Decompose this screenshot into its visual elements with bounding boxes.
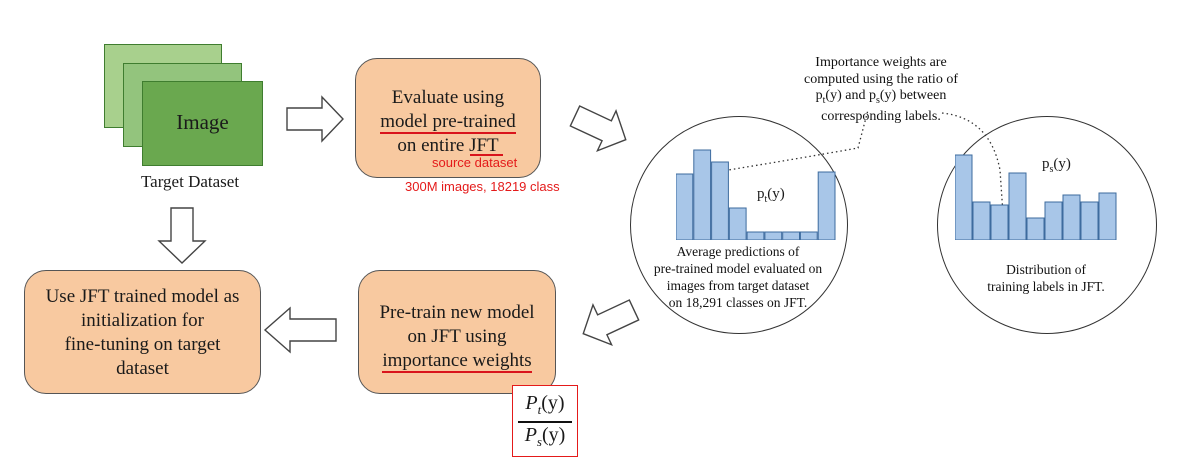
evaluate-step-box	[355, 58, 541, 178]
arrow-evaluate-to-circles	[569, 105, 627, 153]
pt-bar-9	[817, 171, 836, 240]
formula-fraction-bar	[518, 421, 572, 423]
ps-bar-chart	[955, 154, 1117, 240]
ps-bar-6	[1044, 201, 1063, 240]
formula-denominator: Ps(y)	[513, 424, 577, 450]
finetune-line-4: dataset	[116, 358, 169, 379]
ps-label-sub: s	[1049, 164, 1054, 175]
finetune-line-2: initialization for	[81, 310, 204, 331]
pretrain-line-2: on JFT using	[407, 326, 507, 347]
jft-size-annotation: 300M images, 18219 class	[405, 179, 560, 194]
importance-weight-formula: Pt(y) Ps(y)	[512, 385, 578, 457]
pretrain-line-3: importance weights	[382, 350, 532, 373]
formula-num-arg: (y)	[541, 392, 565, 414]
pt-bar-7	[782, 231, 800, 240]
jft-underline	[470, 154, 503, 156]
pt-caption-line-2: pre-trained model evaluated on	[653, 261, 823, 276]
ps-bar-1	[955, 154, 973, 240]
pt-bar-5	[746, 231, 765, 240]
note-pt: p	[815, 88, 823, 103]
arrow-circles-to-pretrain	[582, 299, 640, 347]
importance-weights-note: Importance weights are computed using th…	[776, 55, 986, 126]
note-line-3: pt(y) and ps(y) between	[776, 88, 986, 109]
target-predictions-caption: Average predictions of pre-trained model…	[638, 243, 838, 311]
pt-label-sub: t	[764, 194, 768, 205]
pt-bar-6	[764, 231, 783, 240]
label-distribution-caption: Distribution of training labels in JFT.	[944, 261, 1148, 295]
ps-bar-9	[1098, 192, 1117, 240]
ps-bar-3	[990, 204, 1009, 240]
ps-label-end: (y)	[1053, 156, 1071, 172]
pt-label: pt(y)	[757, 186, 785, 205]
pt-label-end: (y)	[767, 186, 785, 202]
arrow-dataset-to-finetune	[157, 207, 207, 264]
pretrain-line-1: Pre-train new model	[379, 302, 535, 323]
formula-den-sub: s	[536, 434, 542, 449]
target-dataset-caption: Target Dataset	[140, 172, 240, 191]
pt-caption-line-1: Average predictions of	[676, 244, 800, 259]
connector-ps	[941, 112, 1004, 215]
image-card-front: Image	[142, 81, 263, 166]
evaluate-line-1: Evaluate using	[391, 87, 505, 108]
formula-num-sub: t	[537, 402, 542, 417]
note-end: (y) between	[879, 88, 947, 103]
pt-bar-chart	[676, 149, 836, 240]
evaluate-line-3: on entire JFT	[355, 134, 541, 158]
pt-bar-8	[799, 231, 818, 240]
pt-caption-line-4: on 18,291 classes on JFT.	[668, 295, 808, 310]
note-line-4: corresponding labels.	[821, 109, 941, 125]
finetune-step-box	[24, 270, 261, 394]
formula-den-p: P	[524, 424, 537, 446]
pt-bar-2	[693, 149, 712, 240]
note-line-1: Importance weights are	[815, 55, 947, 70]
pretrain-step-box	[358, 270, 556, 394]
ps-caption-line-1: Distribution of	[1006, 262, 1086, 277]
finetune-step-text: Use JFT trained model as initialization …	[24, 285, 261, 381]
note-ps-sub: s	[875, 94, 880, 106]
ps-bar-5	[1026, 217, 1045, 240]
ps-label-base: p	[1042, 156, 1050, 172]
finetune-line-3: fine-tuning on target	[64, 334, 221, 355]
evaluate-line-3-text: on entire JFT	[397, 135, 499, 156]
ps-bar-4	[1008, 172, 1027, 240]
pt-caption-line-3: images from target dataset	[666, 278, 810, 293]
note-line-2: computed using the ratio of	[804, 71, 958, 87]
note-pt-sub: t	[822, 94, 826, 106]
pt-bar-1	[676, 173, 694, 240]
image-label: Image	[176, 110, 229, 134]
formula-numerator: Pt(y)	[513, 392, 577, 418]
ps-bar-7	[1062, 194, 1081, 240]
pt-bar-4	[728, 207, 747, 240]
ps-bar-2	[972, 201, 991, 240]
formula-num-p: P	[525, 392, 538, 414]
ps-bar-8	[1080, 201, 1099, 240]
source-dataset-annotation: source dataset	[432, 155, 518, 170]
finetune-line-1: Use JFT trained model as	[45, 286, 240, 307]
formula-den-arg: (y)	[541, 424, 566, 446]
ps-label: ps(y)	[1042, 156, 1071, 175]
pt-bar-3	[711, 161, 729, 240]
arrow-image-to-evaluate	[286, 95, 344, 143]
pt-label-base: p	[757, 186, 765, 202]
note-mid: (y) and p	[825, 88, 876, 103]
arrow-pretrain-to-finetune	[263, 306, 337, 354]
evaluate-step-text: Evaluate using model pre-trained on enti…	[355, 86, 541, 158]
evaluate-line-2: model pre-trained	[380, 111, 516, 134]
ps-caption-line-2: training labels in JFT.	[987, 279, 1105, 294]
connector-pt	[715, 109, 869, 173]
pretrain-step-text: Pre-train new model on JFT using importa…	[358, 301, 556, 373]
